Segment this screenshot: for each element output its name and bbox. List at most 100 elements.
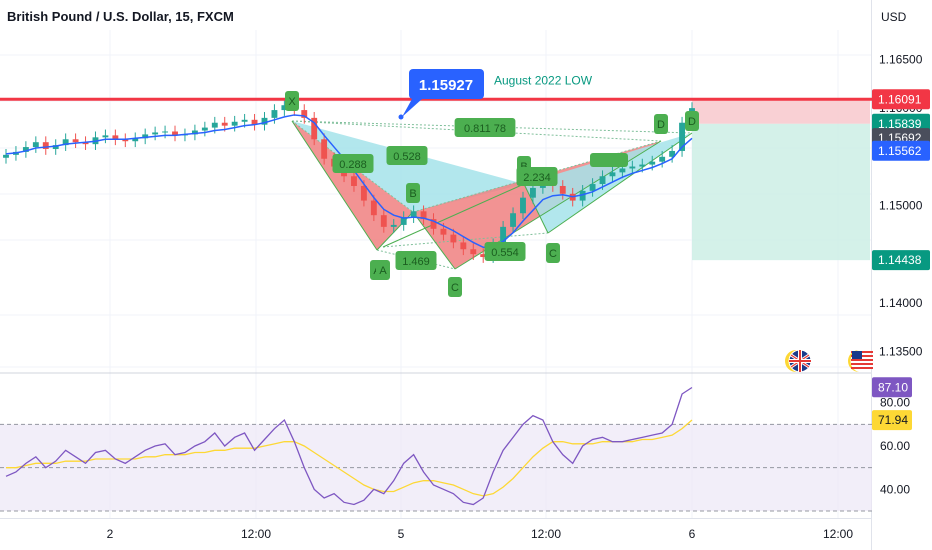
candle-body <box>450 234 457 243</box>
pattern-leg <box>547 132 693 234</box>
candle-body <box>351 176 357 186</box>
time-tick-label: 2 <box>107 527 114 541</box>
time-tick-label: 12:00 <box>241 527 271 541</box>
candle-body <box>609 172 616 177</box>
rsi-axis[interactable]: 80.00 60.00 40.00 <box>880 396 910 497</box>
price-badge-label: 1.14438 <box>878 253 922 267</box>
candle-body <box>360 185 367 201</box>
candle-body <box>390 224 397 227</box>
candle-body <box>162 131 169 133</box>
candle-body <box>400 217 407 225</box>
candle-body <box>72 139 79 143</box>
us-flag-icon[interactable] <box>848 349 874 373</box>
price-tick-label: 1.16500 <box>879 52 923 66</box>
time-axis[interactable]: 2 12:00 5 12:00 6 12:00 <box>107 527 854 541</box>
candle-body <box>52 145 59 150</box>
candle-body <box>201 127 208 131</box>
pattern-ratio-label: 1.469 <box>402 256 430 268</box>
candle-body <box>619 168 626 173</box>
pattern-bcd-2 <box>524 133 692 233</box>
candle-body <box>172 131 178 136</box>
pattern-ratio-box <box>516 167 558 186</box>
pattern-ratio-box <box>454 118 516 137</box>
candle-body <box>122 139 129 142</box>
pattern-point-box <box>654 114 668 134</box>
candle-body <box>42 142 49 150</box>
pattern-point-box <box>376 260 390 280</box>
pattern-point-box <box>546 243 560 263</box>
candle-body <box>281 105 288 111</box>
pattern-labels: XABCDABCD0.2880.5281.4690.5542.2340.811 … <box>285 91 699 297</box>
candle-body <box>430 219 437 229</box>
candle-body <box>599 176 606 185</box>
pattern-dotted-line <box>382 232 549 248</box>
candle-body <box>440 228 447 235</box>
time-tick-label: 6 <box>689 527 696 541</box>
candle-body <box>102 135 109 138</box>
candle-body <box>529 187 536 198</box>
stop-loss-zone <box>692 99 870 124</box>
candle-body <box>22 147 29 152</box>
pattern-ratio-box <box>332 154 374 173</box>
pattern-ratio-box <box>386 146 428 165</box>
candle-body <box>669 150 676 157</box>
candle-body <box>370 200 377 216</box>
candle-body <box>221 122 228 126</box>
rsi-pane <box>0 386 872 512</box>
price-callout[interactable]: 1.15927 <box>398 69 485 120</box>
candle-body <box>559 185 566 194</box>
pattern-ratio-label: 2.234 <box>523 172 551 184</box>
candle-body <box>112 135 119 140</box>
price-tick-label: 1.13500 <box>879 344 923 358</box>
pattern-point-label: D <box>657 119 665 131</box>
candle-body <box>639 164 646 167</box>
callout-label: 1.15927 <box>419 77 473 94</box>
candle-body <box>231 121 238 126</box>
candle-body <box>579 190 586 201</box>
currency-label: USD <box>881 10 907 24</box>
candle-body <box>152 132 159 135</box>
callout-pointer <box>402 99 422 117</box>
pattern-point-box <box>448 277 462 297</box>
rsi-tick-label: 80.00 <box>880 396 910 410</box>
price-badge <box>872 250 930 271</box>
pattern-point-label: A <box>379 265 387 277</box>
rsi-badge <box>872 410 912 431</box>
pattern-point-label: C <box>549 248 557 260</box>
take-profit-zone <box>692 123 870 261</box>
candle-body <box>410 211 417 218</box>
candle-body <box>460 242 467 250</box>
rsi-badge <box>872 377 912 398</box>
rsi-badge-label: 71.94 <box>878 413 908 427</box>
pattern-point-label: C <box>451 282 459 294</box>
pattern-point-label: D <box>688 116 696 128</box>
price-badge <box>872 89 930 110</box>
candle-body <box>3 154 9 158</box>
position-tool[interactable] <box>692 99 870 261</box>
candle-body <box>380 215 387 227</box>
pattern-leg <box>523 183 549 234</box>
pattern-leg <box>291 120 378 251</box>
rsi-badges: 87.10 71.94 <box>872 377 912 431</box>
resistance-line[interactable]: August 2022 LOW <box>0 73 872 101</box>
uk-flag-icon[interactable] <box>785 349 812 373</box>
candle-body <box>191 130 198 135</box>
pattern-point-box <box>685 111 699 131</box>
candle-body <box>480 254 487 258</box>
price-tick-label: 1.14000 <box>879 296 923 310</box>
time-tick-label: 12:00 <box>823 527 853 541</box>
candle-body <box>649 161 656 165</box>
candle-body <box>32 142 39 148</box>
chart-title: British Pound / U.S. Dollar, 15, FXCM <box>7 9 234 24</box>
pattern-point-label: B <box>409 188 416 200</box>
candle-body <box>62 139 69 146</box>
candle-body <box>679 122 685 151</box>
pattern-ratio-label: 0.811 78 <box>464 123 506 135</box>
callout-box <box>409 69 484 99</box>
candle-body <box>132 138 139 142</box>
candle-body <box>211 122 218 128</box>
price-badge-label: 1.16091 <box>878 92 922 106</box>
price-badge-label: 1.15839 <box>878 117 922 131</box>
